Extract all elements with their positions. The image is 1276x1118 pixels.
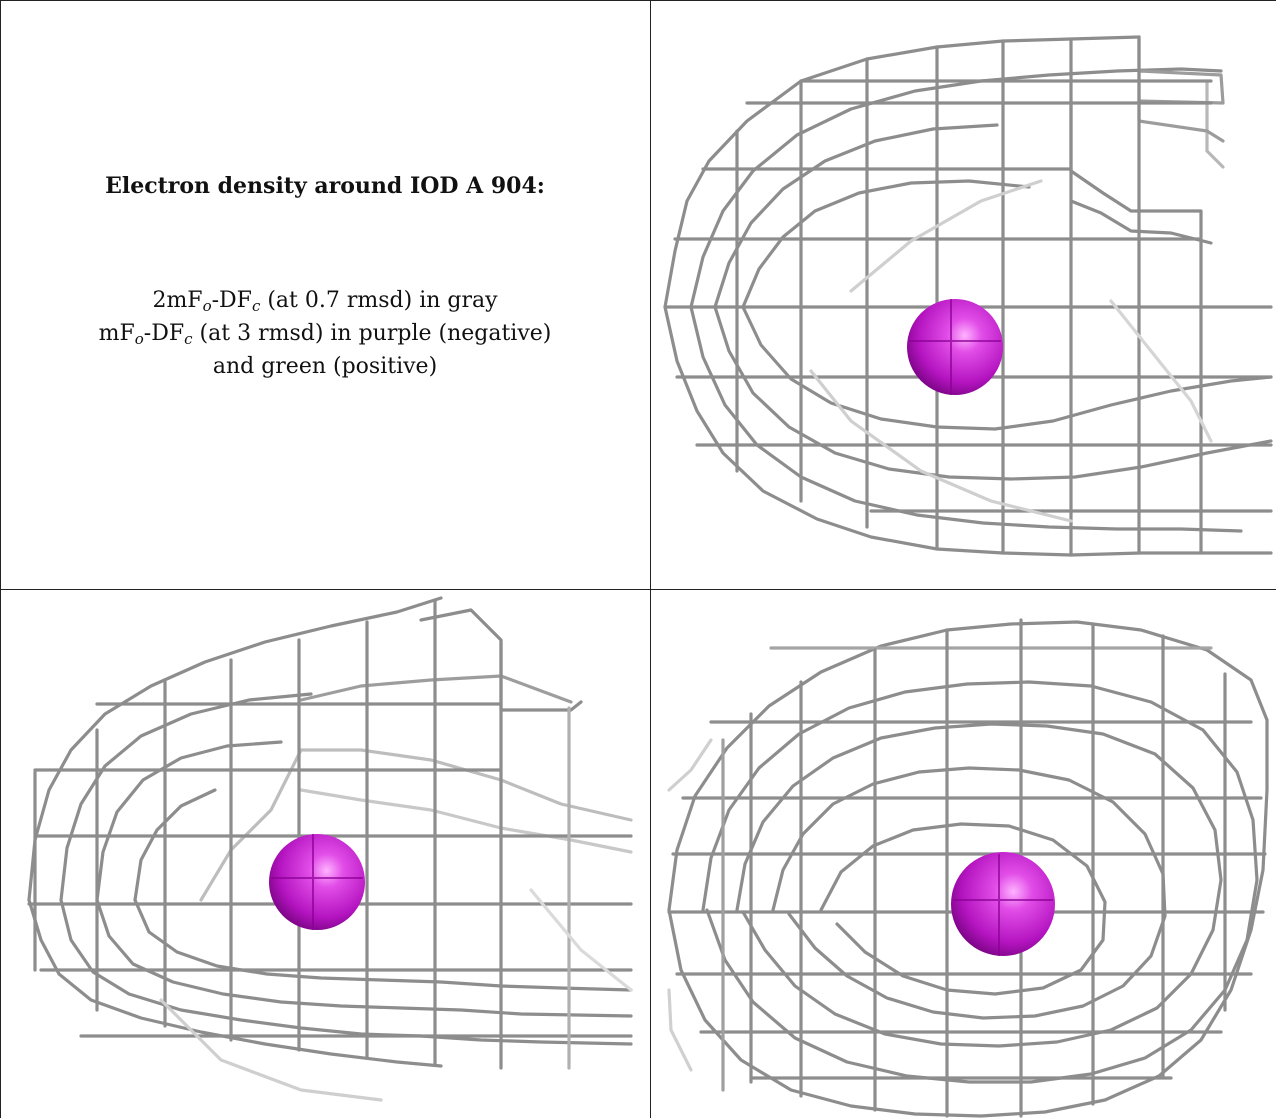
density-view-bottom-right [650,589,1276,1118]
iodide-atom-2 [269,834,365,930]
density-mesh-view-3 [667,618,1269,1118]
legend-line-2fo-fc-part-b: -DF [211,288,252,313]
legend-line-2fo-fc-part-a: 2mF [152,288,203,313]
density-view-bottom-left [0,589,650,1118]
caption-description: 2mFo-DFc (at 0.7 rmsd) in gray mFo-DFc (… [1,284,649,383]
iodide-atom-1 [907,299,1003,395]
caption-title: Electron density around IOD A 904: [105,173,545,199]
legend-line-fo-fc-part-a: mF [98,321,135,346]
legend-line-fo-fc: mFo-DFc (at 3 rmsd) in purple (negative) [1,317,649,350]
legend-line-2fo-fc-sub-c: c [251,297,261,315]
legend-line-fo-fc-sub-c: c [184,330,193,348]
legend-line-positive: and green (positive) [212,354,438,379]
caption: Electron density around IOD A 904: 2mFo-… [1,1,649,589]
legend-line-fo-fc-sub-o: o [134,330,144,348]
legend-line-fo-fc-part-b: -DF [143,321,185,346]
density-view-top-right [650,0,1276,589]
density-mesh-view-1 [663,35,1273,557]
mesh-cage-1 [663,35,1273,557]
legend-line-2fo-fc: 2mFo-DFc (at 0.7 rmsd) in gray [1,284,649,317]
legend-line-2fo-fc-part-c: (at 0.7 rmsd) in gray [260,288,498,313]
caption-panel: Electron density around IOD A 904: 2mFo-… [0,0,650,589]
iodide-atom-3 [951,852,1055,956]
legend-line-fo-fc-part-c: (at 3 rmsd) in purple (negative) [192,321,552,346]
density-mesh-view-2 [27,596,633,1102]
legend-line-2fo-fc-sub-o: o [202,297,212,315]
